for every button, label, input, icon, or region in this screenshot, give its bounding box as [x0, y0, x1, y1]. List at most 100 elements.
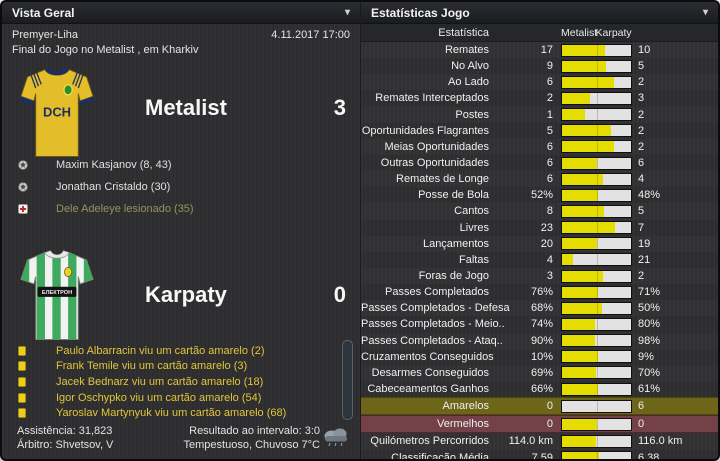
home-team-name: Metalist — [145, 95, 227, 120]
stat-label: Passes Completados - Meio.. — [361, 318, 505, 331]
stat-home-value: 17 — [540, 44, 553, 57]
match-event-row: Frank Temile viu um cartão amarelo (3) — [18, 359, 340, 375]
stat-row: Postes 1 2 — [361, 107, 718, 123]
stat-home-value: 1 — [546, 108, 553, 121]
stat-row: Outras Oportunidades 6 6 — [361, 155, 718, 171]
stat-label: Faltas — [459, 253, 489, 266]
event-text: Yaroslav Martynyuk viu um cartão amarelo… — [56, 407, 287, 420]
football-icon — [18, 182, 31, 192]
stat-row: Cruzamentos Conseguidos 10% 9% — [361, 349, 718, 365]
stat-home-value: 0 — [546, 400, 553, 413]
stat-away-value: 5 — [638, 60, 645, 73]
stat-comparison-bar — [561, 75, 632, 89]
stat-label: Ao Lado — [448, 76, 489, 89]
stat-row: Remates de Longe 6 4 — [361, 171, 718, 187]
scrollbar-thumb[interactable] — [342, 340, 353, 420]
column-away-label: Karpaty — [595, 26, 632, 39]
stat-label: Remates — [444, 44, 489, 57]
stat-home-value: 6 — [546, 173, 553, 186]
stat-row: Passes Completados - Defesa 68% 50% — [361, 300, 718, 316]
referee-label: Árbitro: Shvetsov, V — [17, 439, 114, 451]
stat-comparison-bar — [561, 204, 632, 218]
yellow-card-icon — [18, 408, 31, 419]
away-shirt-image: ЕЛЕКТРОН — [20, 250, 94, 340]
overview-panel-title: Vista Geral — [12, 5, 75, 20]
event-text: Maxim Kasjanov (8, 43) — [56, 159, 172, 171]
stat-label: Cabeceamentos Ganhos — [367, 383, 489, 396]
stat-comparison-bar — [561, 451, 632, 459]
stat-comparison-bar — [561, 140, 632, 154]
stat-comparison-bar — [561, 434, 632, 448]
stat-label: Foras de Jogo — [418, 270, 489, 283]
stat-comparison-bar — [561, 172, 632, 186]
stat-home-value: 0 — [546, 418, 553, 431]
match-event-row: Yaroslav Martynyuk viu um cartão amarelo… — [18, 405, 340, 421]
yellow-card-icon — [18, 345, 31, 356]
stat-label: Passes Completados - Defesa — [361, 302, 510, 315]
home-team-score: 3 — [333, 95, 346, 120]
stat-comparison-bar — [561, 399, 632, 413]
overview-panel: Vista Geral ▾ Premyer-Liha 4.11.2017 17:… — [2, 2, 360, 459]
home-events-list: Maxim Kasjanov (8, 43) Jonathan Cristaldo… — [18, 154, 340, 220]
stat-home-value: 7.59 — [531, 451, 553, 461]
stat-comparison-bar — [561, 334, 632, 348]
stat-home-value: 76% — [530, 286, 553, 299]
event-text: Jacek Bednarz viu um cartão amarelo (18) — [56, 375, 264, 388]
stat-label: Passes Completados - Ataq.. — [361, 334, 503, 347]
stat-row: Quilómetros Percorridos 114.0 km 116.0 km — [361, 433, 718, 449]
stat-label: No Alvo — [451, 60, 489, 73]
stat-home-value: 3 — [546, 270, 553, 283]
stat-away-value: 10 — [638, 44, 651, 57]
stat-label: Posse de Bola — [418, 189, 489, 202]
stat-label: Livres — [459, 221, 489, 234]
chevron-down-icon[interactable]: ▾ — [344, 7, 350, 18]
yellow-card-icon — [18, 361, 31, 372]
stats-panel: Estatísticas Jogo ▾ Estatística Metalist… — [360, 2, 718, 459]
home-shirt-image: DCH — [20, 67, 94, 157]
match-event-row: Igor Oschypko viu um cartão amarelo (54) — [18, 390, 340, 406]
stat-away-value: 19 — [638, 237, 651, 250]
stat-home-value: 52% — [530, 189, 553, 202]
stat-label: Remates Interceptados — [375, 92, 489, 105]
stat-home-value: 69% — [530, 366, 553, 379]
event-text: Frank Temile viu um cartão amarelo (3) — [56, 360, 248, 373]
stat-row: Desarmes Conseguidos 69% 70% — [361, 365, 718, 381]
stat-comparison-bar — [561, 188, 632, 202]
stats-panel-header[interactable]: Estatísticas Jogo ▾ — [361, 2, 718, 24]
column-stat-label: Estatística — [438, 26, 489, 39]
stat-home-value: 8 — [546, 205, 553, 218]
stat-comparison-bar — [561, 156, 632, 170]
injury-icon — [18, 204, 31, 214]
stat-home-value: 6 — [546, 157, 553, 170]
match-event-row: Jonathan Cristaldo (30) — [18, 176, 340, 198]
overview-panel-header[interactable]: Vista Geral ▾ — [2, 2, 360, 24]
stat-home-value: 74% — [530, 318, 553, 331]
stat-row: No Alvo 9 5 — [361, 58, 718, 74]
match-datetime: 4.11.2017 17:00 — [271, 29, 350, 41]
away-events-list: Paulo Albarracin viu um cartão amarelo (… — [18, 343, 340, 421]
stat-home-value: 90% — [530, 334, 553, 347]
match-event-row: Maxim Kasjanov (8, 43) — [18, 154, 340, 176]
match-event-row: Paulo Albarracin viu um cartão amarelo (… — [18, 343, 340, 359]
stat-comparison-bar — [561, 124, 632, 138]
stat-away-value: 2 — [638, 76, 645, 89]
stat-away-value: 48% — [638, 189, 661, 202]
stat-away-value: 3 — [638, 92, 645, 105]
stat-away-value: 71% — [638, 286, 661, 299]
yellow-card-icon — [18, 392, 31, 403]
stat-label: Cantos — [454, 205, 489, 218]
stat-row: Amarelos 0 6 — [361, 397, 718, 416]
stat-home-value: 9 — [546, 60, 553, 73]
chevron-down-icon[interactable]: ▾ — [702, 7, 708, 18]
rain-cloud-icon — [320, 424, 352, 452]
stat-away-value: 70% — [638, 366, 661, 379]
stat-home-value: 6 — [546, 76, 553, 89]
stat-home-value: 4 — [546, 253, 553, 266]
stat-away-value: 9% — [638, 350, 654, 363]
stat-comparison-bar — [561, 108, 632, 122]
stat-comparison-bar — [561, 269, 632, 283]
stat-away-value: 7 — [638, 221, 645, 234]
stat-away-value: 2 — [638, 108, 645, 121]
stat-label: Postes — [455, 108, 489, 121]
